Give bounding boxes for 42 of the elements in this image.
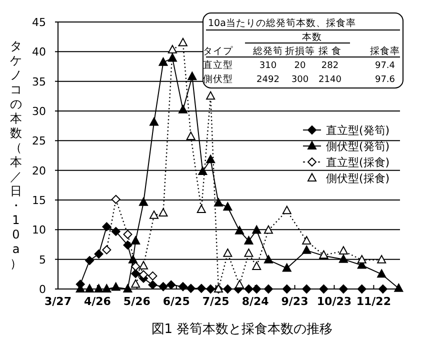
x-tick-label: 4/26 [84,295,112,308]
annotation: 折損等 [285,45,315,57]
annotation: 300 [291,75,309,85]
annotation: 本数 [302,31,322,43]
y-tick-label: 30 [32,105,46,118]
annotation: 側伏型 [203,73,233,85]
y-tick-label: 20 [32,164,46,178]
annotation: 310 [259,61,277,71]
annotation: 97.6 [374,75,396,85]
annotation: 10a当たりの総発筍本数、採食率 [208,17,356,29]
x-tick-label: 9/23 [281,295,308,308]
annotation: 2140 [318,75,342,85]
x-tick-label: 5/26 [123,295,151,308]
y-tick-label: 25 [32,134,46,148]
annotation: タイプ [203,45,234,57]
y-tick-label: 45 [32,16,46,29]
x-tick-label: 11/22 [356,295,392,308]
annotation: 97.4 [374,61,396,71]
x-tick-label: 6/25 [162,295,190,308]
y-tick-label: 5 [39,253,46,266]
y-tick-label: 35 [32,75,46,88]
legend-label: 側伏型(発筍) [326,140,390,153]
caption: 図1 発筍本数と採食本数の推移 [151,322,333,337]
x-tick-label: 3/27 [44,295,72,308]
annotation: 直立型 [203,59,233,71]
legend-label: 側伏型(採食) [326,172,390,185]
y-tick-label: 15 [32,194,46,207]
annotation: 282 [321,61,339,71]
x-tick-label: 7/25 [202,295,230,308]
text: タケノコの本数（本／日・10a） [10,39,22,270]
annotation: 採 食 [318,45,342,57]
y-tick-label: 40 [32,46,46,59]
annotation: 採食率 [370,45,400,57]
annotation: 総発筍 [252,45,283,57]
annotation: 20 [294,61,306,71]
y-tick-label: 10 [32,224,46,237]
legend-label: 直立型(採食) [326,156,390,169]
legend-label: 直立型(発筍) [326,124,390,137]
x-tick-label: 8/24 [242,295,270,308]
x-tick-label: 10/23 [316,295,352,308]
y-tick-label: 0 [39,283,46,296]
annotation: 2492 [256,75,280,85]
